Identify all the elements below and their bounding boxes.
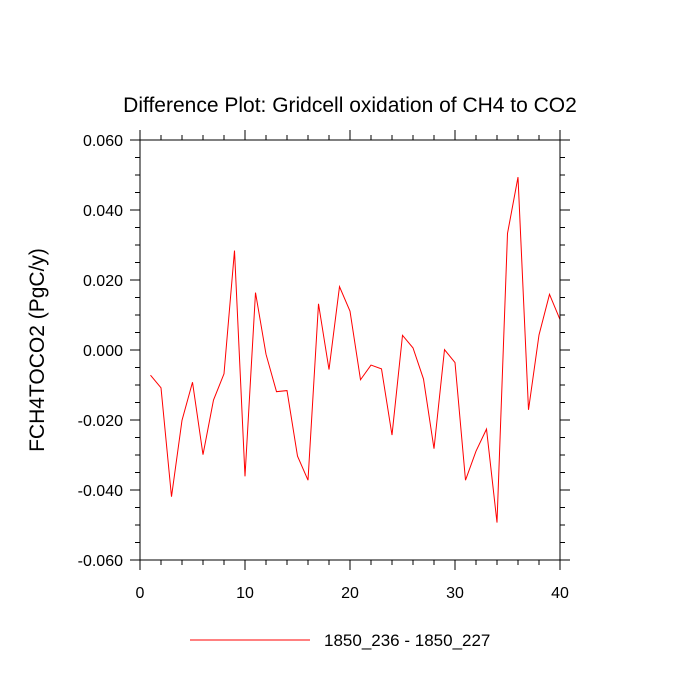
y-tick-label: 0.060 [83, 133, 123, 150]
legend-label: 1850_236 - 1850_227 [324, 631, 490, 650]
y-tick-label: -0.020 [78, 413, 123, 430]
plot-frame [139, 139, 561, 561]
x-tick-label: 30 [446, 585, 464, 602]
x-tick-label: 40 [551, 585, 569, 602]
x-tick-label: 20 [341, 585, 359, 602]
x-tick-label: 10 [236, 585, 254, 602]
series-line [150, 177, 561, 523]
y-tick-label: 0.040 [83, 203, 123, 220]
y-tick-label: -0.040 [78, 483, 123, 500]
plot-area [150, 177, 561, 523]
chart-title: Difference Plot: Gridcell oxidation of C… [123, 94, 577, 117]
y-tick-label: 0.020 [83, 273, 123, 290]
legend: 1850_236 - 1850_227 [190, 631, 490, 650]
y-tick-label: 0.000 [83, 343, 123, 360]
y-axis-label: FCH4TOCO2 (PgC/y) [26, 248, 49, 452]
y-tick-label: -0.060 [78, 553, 123, 570]
axis-ticks: -0.060 -0.040 -0.020 0.000 0.020 0.040 0.060 0 1… [78, 130, 570, 602]
x-tick-label: 0 [136, 585, 145, 602]
